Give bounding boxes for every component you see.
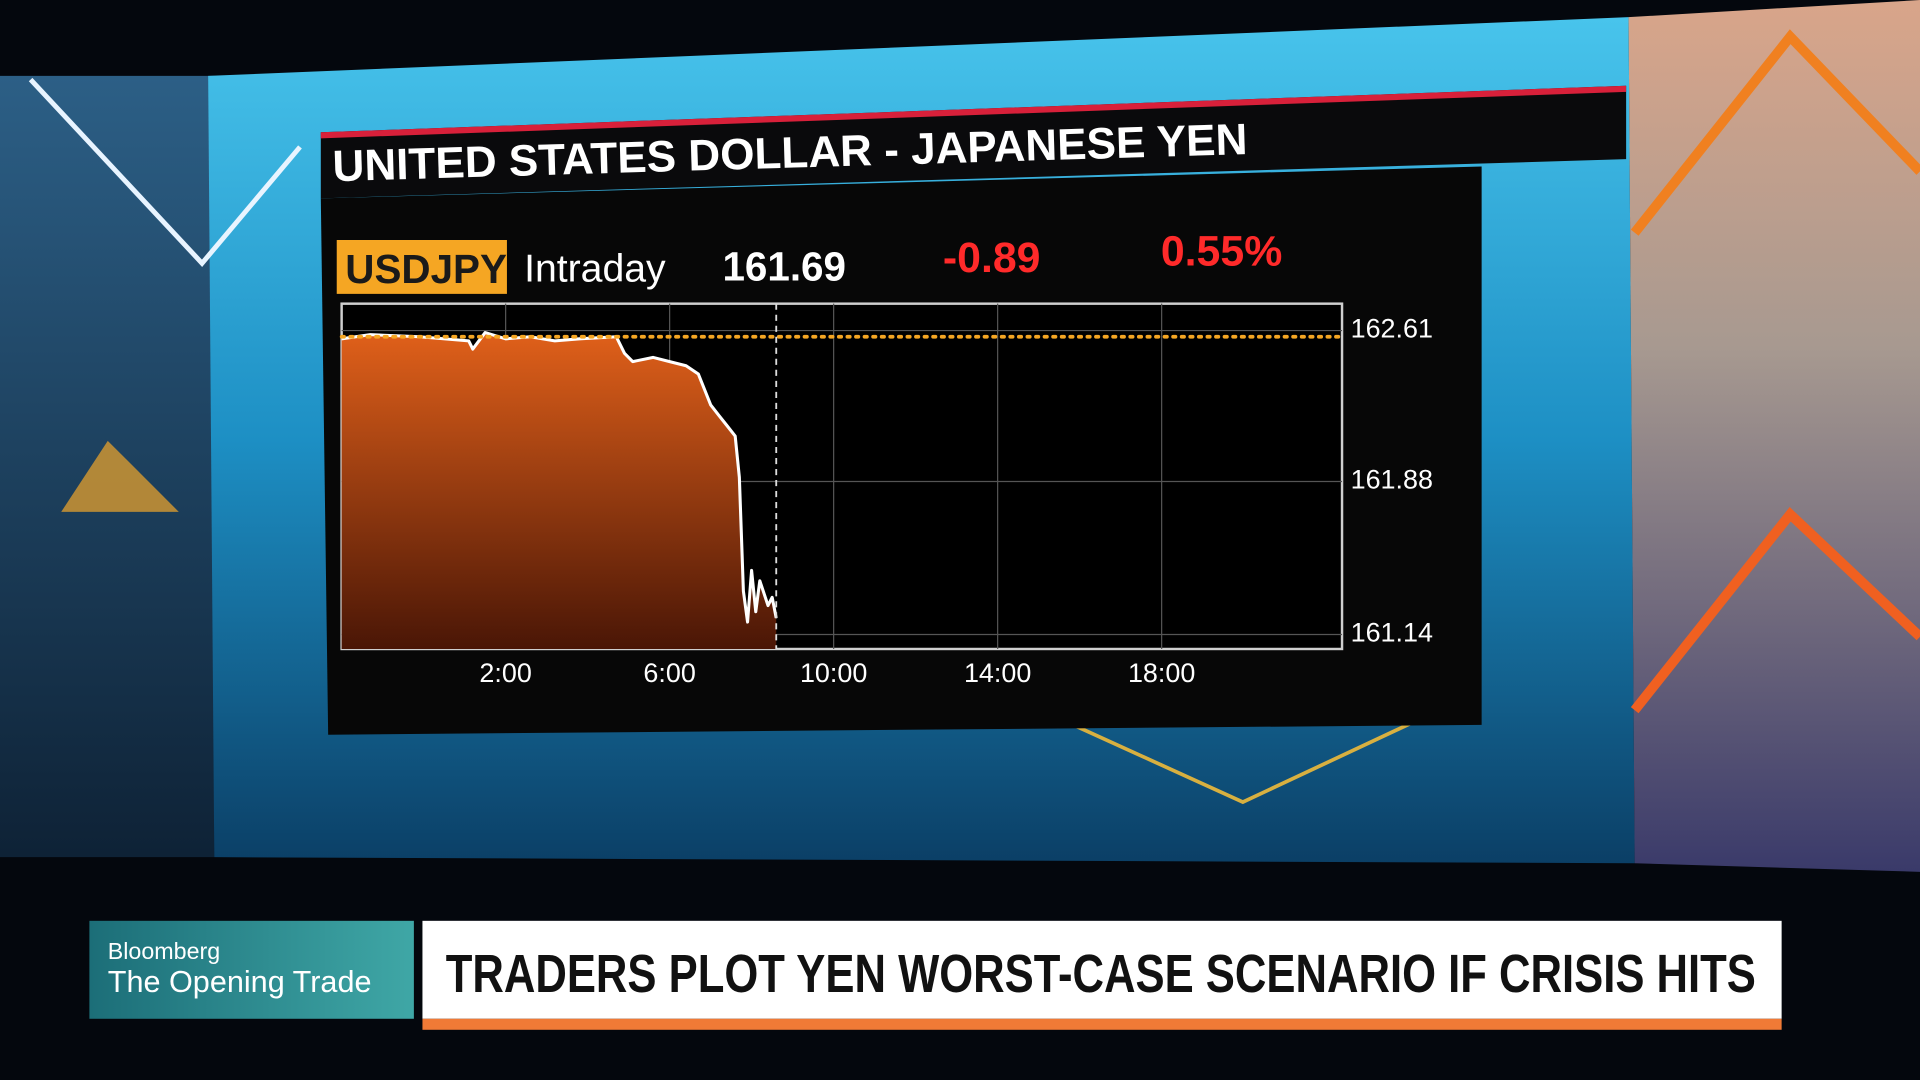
- decor-chevron: [1040, 708, 1440, 805]
- ticker-box: [336, 240, 507, 294]
- period: Intraday: [524, 248, 666, 291]
- decor-triangle: [61, 440, 179, 512]
- last-price: 161.69: [722, 243, 846, 289]
- show-name: The Opening Trade: [108, 965, 372, 999]
- y-tick-label: 161.88: [1351, 465, 1433, 495]
- y-tick-label: 162.61: [1351, 314, 1433, 344]
- decor-chevron: [1630, 507, 1920, 714]
- headline-box: [422, 920, 1782, 1019]
- x-tick-label: 2:00: [479, 658, 531, 688]
- decor-chevron: [1630, 29, 1920, 236]
- x-tick-label: 14:00: [964, 658, 1031, 688]
- y-tick-label: 161.14: [1351, 618, 1433, 648]
- right-panel: [1628, 0, 1920, 872]
- decor-chevron: [28, 77, 302, 267]
- brand: Bloomberg: [108, 938, 220, 964]
- headline: TRADERS PLOT YEN WORST-CASE SCENARIO IF …: [446, 944, 1756, 1004]
- x-tick-label: 10:00: [800, 658, 867, 688]
- brand-box: [89, 920, 414, 1019]
- area: [341, 332, 777, 649]
- title-accent: [320, 85, 1627, 139]
- x-tick-label: 6:00: [643, 658, 695, 688]
- title-bar: [320, 85, 1627, 199]
- plot: 2:00 6:00 10:00 14:00 18:00 161.14 161.88 162.6…: [339, 303, 1433, 688]
- x-tick-label: 18:00: [1128, 658, 1195, 688]
- ticker: USDJPY: [345, 246, 507, 292]
- price-line: [341, 331, 778, 624]
- headline-accent: [422, 1018, 1782, 1030]
- change-pct: 0.55%: [1161, 228, 1282, 276]
- change: -0.89: [943, 234, 1041, 282]
